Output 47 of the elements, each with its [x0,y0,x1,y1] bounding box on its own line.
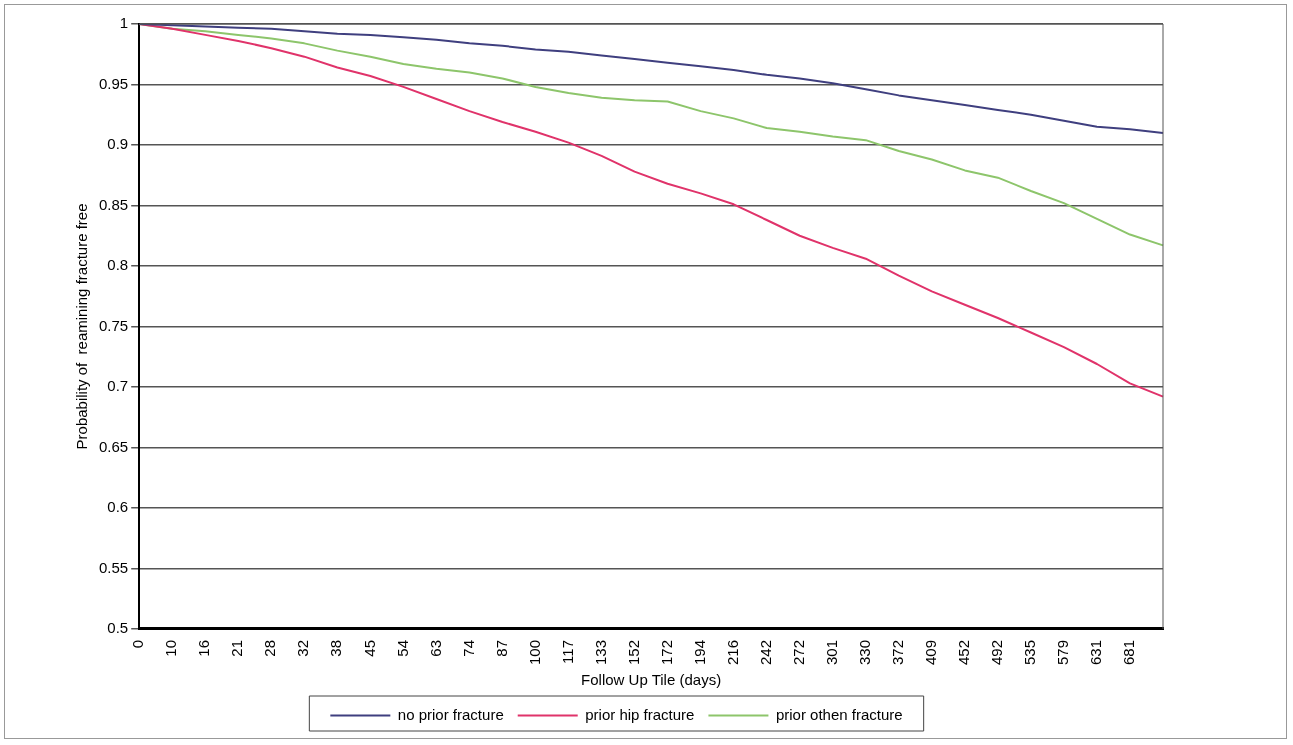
y-tick-label: 1 [119,14,129,32]
y-tick-label: 0.8 [107,256,129,274]
y-tick-label: 0.65 [98,437,129,455]
x-tick-label: 172 [657,639,675,665]
x-tick-label: 452 [954,639,972,665]
x-tick-label: 631 [1087,639,1105,665]
x-tick-label: 301 [822,639,840,665]
x-tick-label: 16 [195,639,213,657]
x-tick-label: 10 [162,639,180,657]
x-tick-label: 152 [624,639,642,665]
y-tick-label: 0.9 [107,135,129,153]
x-tick-label: 272 [789,639,807,665]
x-tick-label: 330 [855,639,873,665]
legend-label: prior hip fracture [585,705,695,723]
x-tick-label: 194 [690,639,708,665]
y-tick-label: 0.5 [107,619,129,637]
y-tick-label: 0.95 [98,74,129,92]
x-tick-label: 45 [360,639,378,657]
x-tick-label: 28 [261,639,279,657]
x-tick-label: 87 [492,639,510,657]
y-tick-label: 0.75 [98,316,129,334]
x-tick-label: 681 [1120,639,1138,665]
x-tick-label: 32 [294,639,312,657]
x-tick-label: 117 [558,639,576,664]
x-tick-label: 54 [393,639,411,657]
x-tick-label: 100 [525,639,543,665]
x-tick-label: 63 [426,639,444,657]
x-axis-title: Follow Up Tile (days) [581,671,722,689]
x-tick-label: 216 [723,639,741,665]
y-tick-label: 0.7 [107,377,129,395]
x-tick-label: 38 [327,639,345,657]
x-tick-label: 0 [129,639,147,649]
y-tick-label: 0.85 [98,195,129,213]
x-tick-label: 535 [1021,639,1039,665]
y-tick-label: 0.6 [107,498,129,516]
x-tick-label: 579 [1054,639,1072,665]
x-tick-label: 133 [591,639,609,665]
x-tick-label: 242 [756,639,774,665]
x-tick-label: 372 [888,639,906,665]
x-tick-label: 492 [988,639,1006,665]
y-tick-label: 0.55 [98,558,129,576]
legend-label: no prior fracture [397,705,504,723]
x-tick-label: 74 [459,639,477,657]
legend-label: prior othen fracture [775,705,903,723]
x-tick-label: 21 [228,639,246,657]
y-axis-title: Probability of reamining fracture free [73,203,91,450]
x-tick-label: 409 [921,639,939,665]
